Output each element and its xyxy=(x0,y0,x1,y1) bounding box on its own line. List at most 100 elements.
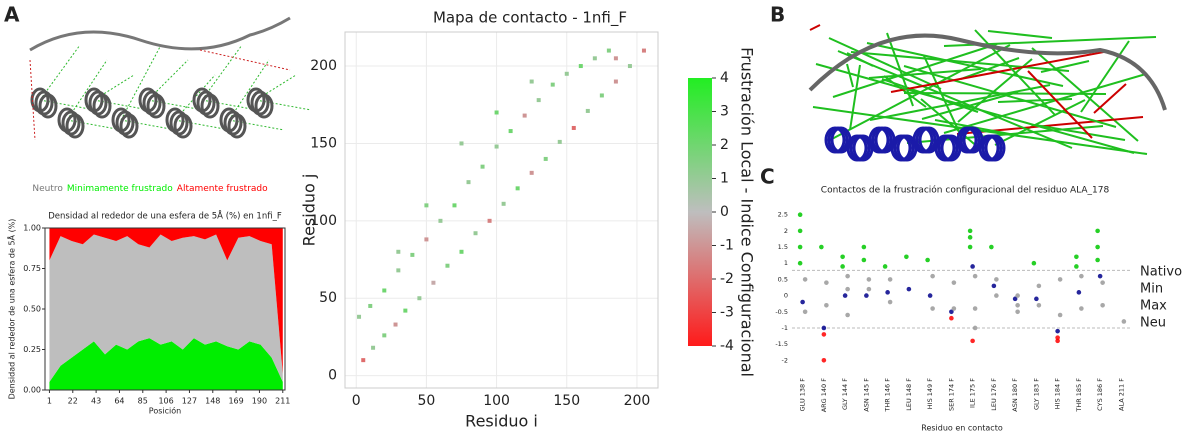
protein-helix xyxy=(65,113,85,139)
contact-point xyxy=(368,303,373,308)
x-tick-label: 148 xyxy=(205,397,220,406)
contact-point xyxy=(480,164,485,169)
contact-line xyxy=(868,68,982,79)
contact-point xyxy=(424,203,429,208)
y-tick-label: 0.00 xyxy=(23,386,41,395)
contact-point xyxy=(452,203,457,208)
contact-point xyxy=(1057,312,1063,318)
contact-point xyxy=(800,299,805,305)
x-tick-label: LEU 176 F xyxy=(990,378,998,411)
contact-point xyxy=(949,315,954,321)
colorbar-tick-label: -3 xyxy=(720,305,734,321)
chart-title: Densidad al rededor de una esfera de 5Å … xyxy=(48,210,282,222)
legend-entry: Min xyxy=(1140,282,1163,297)
contact-point xyxy=(1079,306,1084,311)
contact-line xyxy=(228,59,270,121)
colorbar-tick-label: 1 xyxy=(720,171,729,187)
contact-point xyxy=(885,290,890,295)
contact-line xyxy=(1027,70,1093,139)
x-tick-label: THR 185 F xyxy=(1075,378,1083,413)
contact-point xyxy=(967,235,973,240)
x-tick-label: GLY 183 F xyxy=(1032,378,1040,410)
contact-line xyxy=(828,37,942,90)
x-tick-label: ALA 211 F xyxy=(1117,378,1125,411)
contact-line xyxy=(987,30,1053,39)
y-tick-label: 0.25 xyxy=(23,345,41,354)
contact-point xyxy=(1036,283,1042,289)
x-tick-label: HIS 149 F xyxy=(926,378,934,409)
x-tick-label: SER 174 F xyxy=(947,378,955,411)
y-tick-label: -2 xyxy=(782,356,788,364)
legend-entry: Max xyxy=(1140,299,1167,314)
contact-point xyxy=(396,249,401,254)
contact-line xyxy=(974,29,1056,116)
contact-line xyxy=(921,91,1019,120)
contact-point xyxy=(585,108,590,113)
x-tick-label: THR 146 F xyxy=(884,378,892,413)
contact-point xyxy=(361,358,366,363)
contact-point xyxy=(1095,257,1100,263)
contact-point xyxy=(802,277,808,282)
contact-point xyxy=(641,48,646,53)
contact-line xyxy=(890,50,1110,93)
contact-point xyxy=(1100,302,1105,308)
contact-point xyxy=(994,277,999,282)
contact-point xyxy=(515,186,520,191)
contact-point xyxy=(613,79,618,84)
protein-helix xyxy=(254,93,274,119)
y-tick-label: 100 xyxy=(310,213,337,229)
contact-line xyxy=(960,57,1020,80)
contact-point xyxy=(1076,290,1082,295)
contact-point xyxy=(494,144,499,149)
colorbar-tick-label: -4 xyxy=(720,338,734,354)
contact-line xyxy=(903,65,1117,128)
contact-point xyxy=(627,64,632,69)
contact-point xyxy=(904,254,909,260)
contact-point xyxy=(1012,296,1018,302)
contact-point xyxy=(967,244,973,250)
contact-point xyxy=(459,141,464,146)
contact-point xyxy=(949,309,954,315)
contact-line xyxy=(815,63,1135,154)
contact-point xyxy=(991,283,997,289)
x-tick-label: 100 xyxy=(483,393,510,409)
legend-entry: Neutro xyxy=(32,184,63,194)
x-tick-label: 64 xyxy=(114,397,124,406)
contact-point xyxy=(371,345,376,350)
contact-point xyxy=(864,293,869,298)
contact-point xyxy=(1057,277,1063,282)
contact-point xyxy=(592,56,597,61)
y-tick-label: 0 xyxy=(784,292,788,300)
contact-point xyxy=(906,286,912,292)
x-tick-label: GLY 144 F xyxy=(841,378,849,410)
protein-structure xyxy=(808,24,1167,162)
contact-point xyxy=(438,218,443,223)
colorbar xyxy=(688,78,712,346)
x-tick-label: 211 xyxy=(275,397,290,406)
contact-point xyxy=(951,280,957,285)
y-tick-label: 50 xyxy=(319,290,337,306)
contact-point xyxy=(797,260,803,266)
colorbar-label: Frustración Local - Indice Configuracion… xyxy=(738,47,757,377)
contact-point xyxy=(357,314,362,319)
contact-point xyxy=(845,273,850,279)
contact-point xyxy=(821,325,827,331)
contact-point xyxy=(994,293,999,298)
x-tick-label: 22 xyxy=(68,397,78,406)
y-tick-label: 150 xyxy=(310,135,337,151)
contact-point xyxy=(840,264,845,269)
contact-point xyxy=(1015,293,1020,298)
colorbar-tick-label: -2 xyxy=(720,271,734,287)
contact-point xyxy=(930,306,935,311)
y-tick-label: -0.5 xyxy=(775,308,788,316)
contact-point xyxy=(1034,296,1039,302)
plot-frame xyxy=(344,31,659,389)
contact-point xyxy=(821,357,827,363)
contact-point xyxy=(972,306,978,311)
y-axis-label: Densidad al rededor de una esfera de 5Å … xyxy=(6,219,17,400)
protein-backbone xyxy=(29,16,291,52)
x-tick-label: ARG 140 F xyxy=(820,378,828,413)
y-tick-label: 0.50 xyxy=(23,305,41,314)
y-axis-label: Residuo j xyxy=(300,174,319,247)
